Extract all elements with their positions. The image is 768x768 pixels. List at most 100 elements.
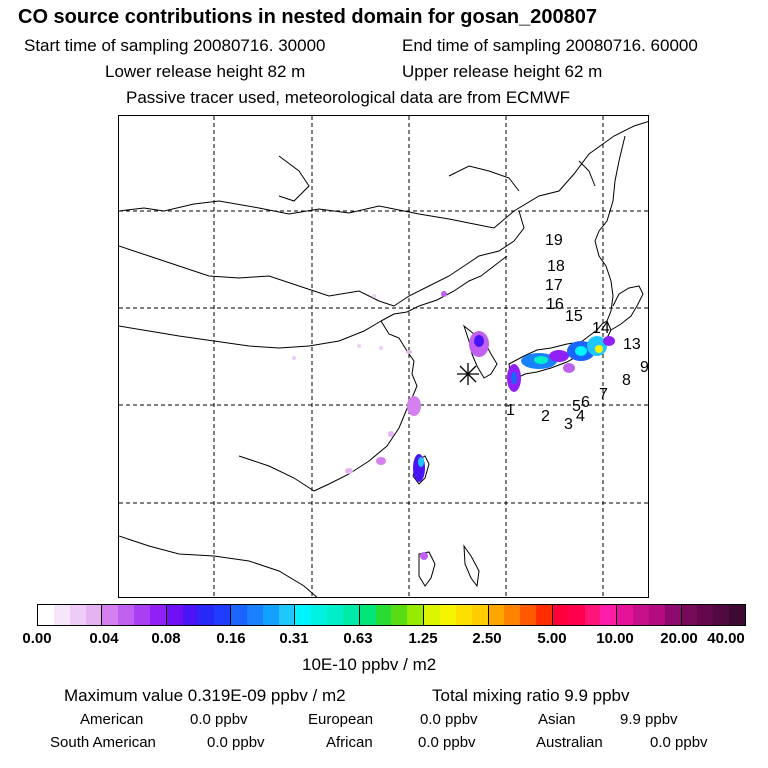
colorbar-swatch — [38, 605, 54, 625]
colorbar-swatch — [697, 605, 714, 625]
source-label: 4 — [576, 408, 585, 425]
colorbar-swatch — [295, 605, 312, 625]
colorbar-swatch — [102, 605, 119, 625]
source-label: 15 — [565, 308, 583, 325]
south-american-value: 0.0 ppbv — [207, 734, 265, 751]
european-value: 0.0 ppbv — [420, 711, 478, 728]
colorbar-swatch — [504, 605, 521, 625]
start-time-text: Start time of sampling 20080716. 30000 — [24, 36, 326, 55]
colorbar-tick: 0.08 — [151, 630, 181, 647]
australian-value: 0.0 ppbv — [650, 734, 708, 751]
colorbar-swatch — [440, 605, 456, 625]
colorbar-swatch — [53, 605, 70, 625]
colorbar-segment — [166, 605, 232, 625]
colorbar-swatch — [648, 605, 665, 625]
colorbar-swatch — [198, 605, 215, 625]
map-panel: 1 2 3 4 5 6 7 8 9 13 14 15 16 17 18 19 — [118, 115, 649, 598]
african-label: African — [326, 734, 373, 751]
colorbar-tick: 40.00 — [707, 630, 745, 647]
colorbar-swatch — [246, 605, 263, 625]
source-label: 9 — [640, 359, 649, 376]
source-label: 1 — [506, 402, 515, 419]
colorbar-swatch — [214, 605, 231, 625]
colorbar-segment — [488, 605, 553, 625]
colorbar-tick: 20.00 — [660, 630, 698, 647]
colorbar-swatch — [633, 605, 649, 625]
source-label: 5 — [572, 398, 581, 415]
colorbar-tick: 0.04 — [89, 630, 119, 647]
colorbar-segment — [552, 605, 618, 625]
receptor-star-icon — [457, 363, 479, 385]
coastlines — [119, 121, 648, 597]
colorbar-segment — [359, 605, 425, 625]
source-label: 17 — [545, 277, 563, 294]
australian-label: Australian — [536, 734, 603, 751]
colorbar-swatch — [391, 605, 408, 625]
source-label: 16 — [546, 296, 564, 313]
colorbar-swatch — [424, 605, 440, 625]
colorbar-segment — [295, 605, 360, 625]
colorbar-swatch — [617, 605, 634, 625]
tracer-note-text: Passive tracer used, meteorological data… — [126, 88, 571, 107]
south-american-label: South American — [50, 734, 156, 751]
asian-value: 9.9 ppbv — [620, 711, 678, 728]
colorbar-tick: 0.00 — [22, 630, 52, 647]
source-label: 2 — [541, 408, 550, 425]
colorbar — [37, 604, 746, 626]
colorbar-swatch — [359, 605, 376, 625]
map-canvas — [119, 116, 648, 597]
colorbar-swatch — [455, 605, 472, 625]
colorbar-tick: 2.50 — [472, 630, 502, 647]
colorbar-tick: 0.16 — [216, 630, 246, 647]
colorbar-swatch — [584, 605, 601, 625]
colorbar-swatch — [69, 605, 86, 625]
colorbar-swatch — [85, 605, 102, 625]
colorbar-segment — [424, 605, 489, 625]
colorbar-swatch — [488, 605, 505, 625]
colorbar-swatch — [311, 605, 328, 625]
colorbar-segment — [102, 605, 167, 625]
lower-release-height-text: Lower release height 82 m — [105, 62, 306, 81]
source-label: 7 — [599, 386, 608, 403]
lat-lon-grid — [119, 116, 648, 597]
source-label: 14 — [592, 320, 610, 337]
colorbar-units: 10E-10 ppbv / m2 — [302, 655, 437, 674]
colorbar-swatch — [134, 605, 150, 625]
colorbar-swatch — [278, 605, 295, 625]
source-label: 13 — [623, 336, 641, 353]
colorbar-swatch — [262, 605, 279, 625]
american-label: American — [80, 711, 144, 728]
colorbar-swatch — [327, 605, 343, 625]
source-label: 8 — [622, 372, 631, 389]
source-label: 19 — [545, 232, 563, 249]
colorbar-tick: 5.00 — [537, 630, 567, 647]
european-label: European — [308, 711, 374, 728]
upper-release-height-text: Upper release height 62 m — [402, 62, 603, 81]
colorbar-swatch — [729, 605, 745, 625]
colorbar-swatch — [568, 605, 585, 625]
colorbar-swatch — [713, 605, 730, 625]
colorbar-segment — [617, 605, 682, 625]
colorbar-swatch — [149, 605, 166, 625]
asian-label: Asian — [538, 711, 576, 728]
colorbar-segment — [231, 605, 296, 625]
colorbar-swatch — [520, 605, 537, 625]
colorbar-swatch — [118, 605, 135, 625]
colorbar-swatch — [600, 605, 617, 625]
colorbar-swatch — [664, 605, 681, 625]
colorbar-tick: 10.00 — [596, 630, 634, 647]
colorbar-swatch — [471, 605, 488, 625]
end-time-text: End time of sampling 20080716. 60000 — [402, 36, 698, 55]
colorbar-swatch — [552, 605, 569, 625]
source-label: 18 — [547, 258, 565, 275]
max-value-text: Maximum value 0.319E-09 ppbv / m2 — [64, 686, 346, 705]
colorbar-swatch — [681, 605, 698, 625]
colorbar-swatch — [166, 605, 183, 625]
colorbar-swatch — [182, 605, 199, 625]
source-label: 3 — [564, 416, 573, 433]
colorbar-segment — [681, 605, 745, 625]
colorbar-segment — [38, 605, 103, 625]
american-value: 0.0 ppbv — [190, 711, 248, 728]
map-title: CO source contributions in nested domain… — [18, 6, 598, 28]
colorbar-tick: 1.25 — [408, 630, 438, 647]
